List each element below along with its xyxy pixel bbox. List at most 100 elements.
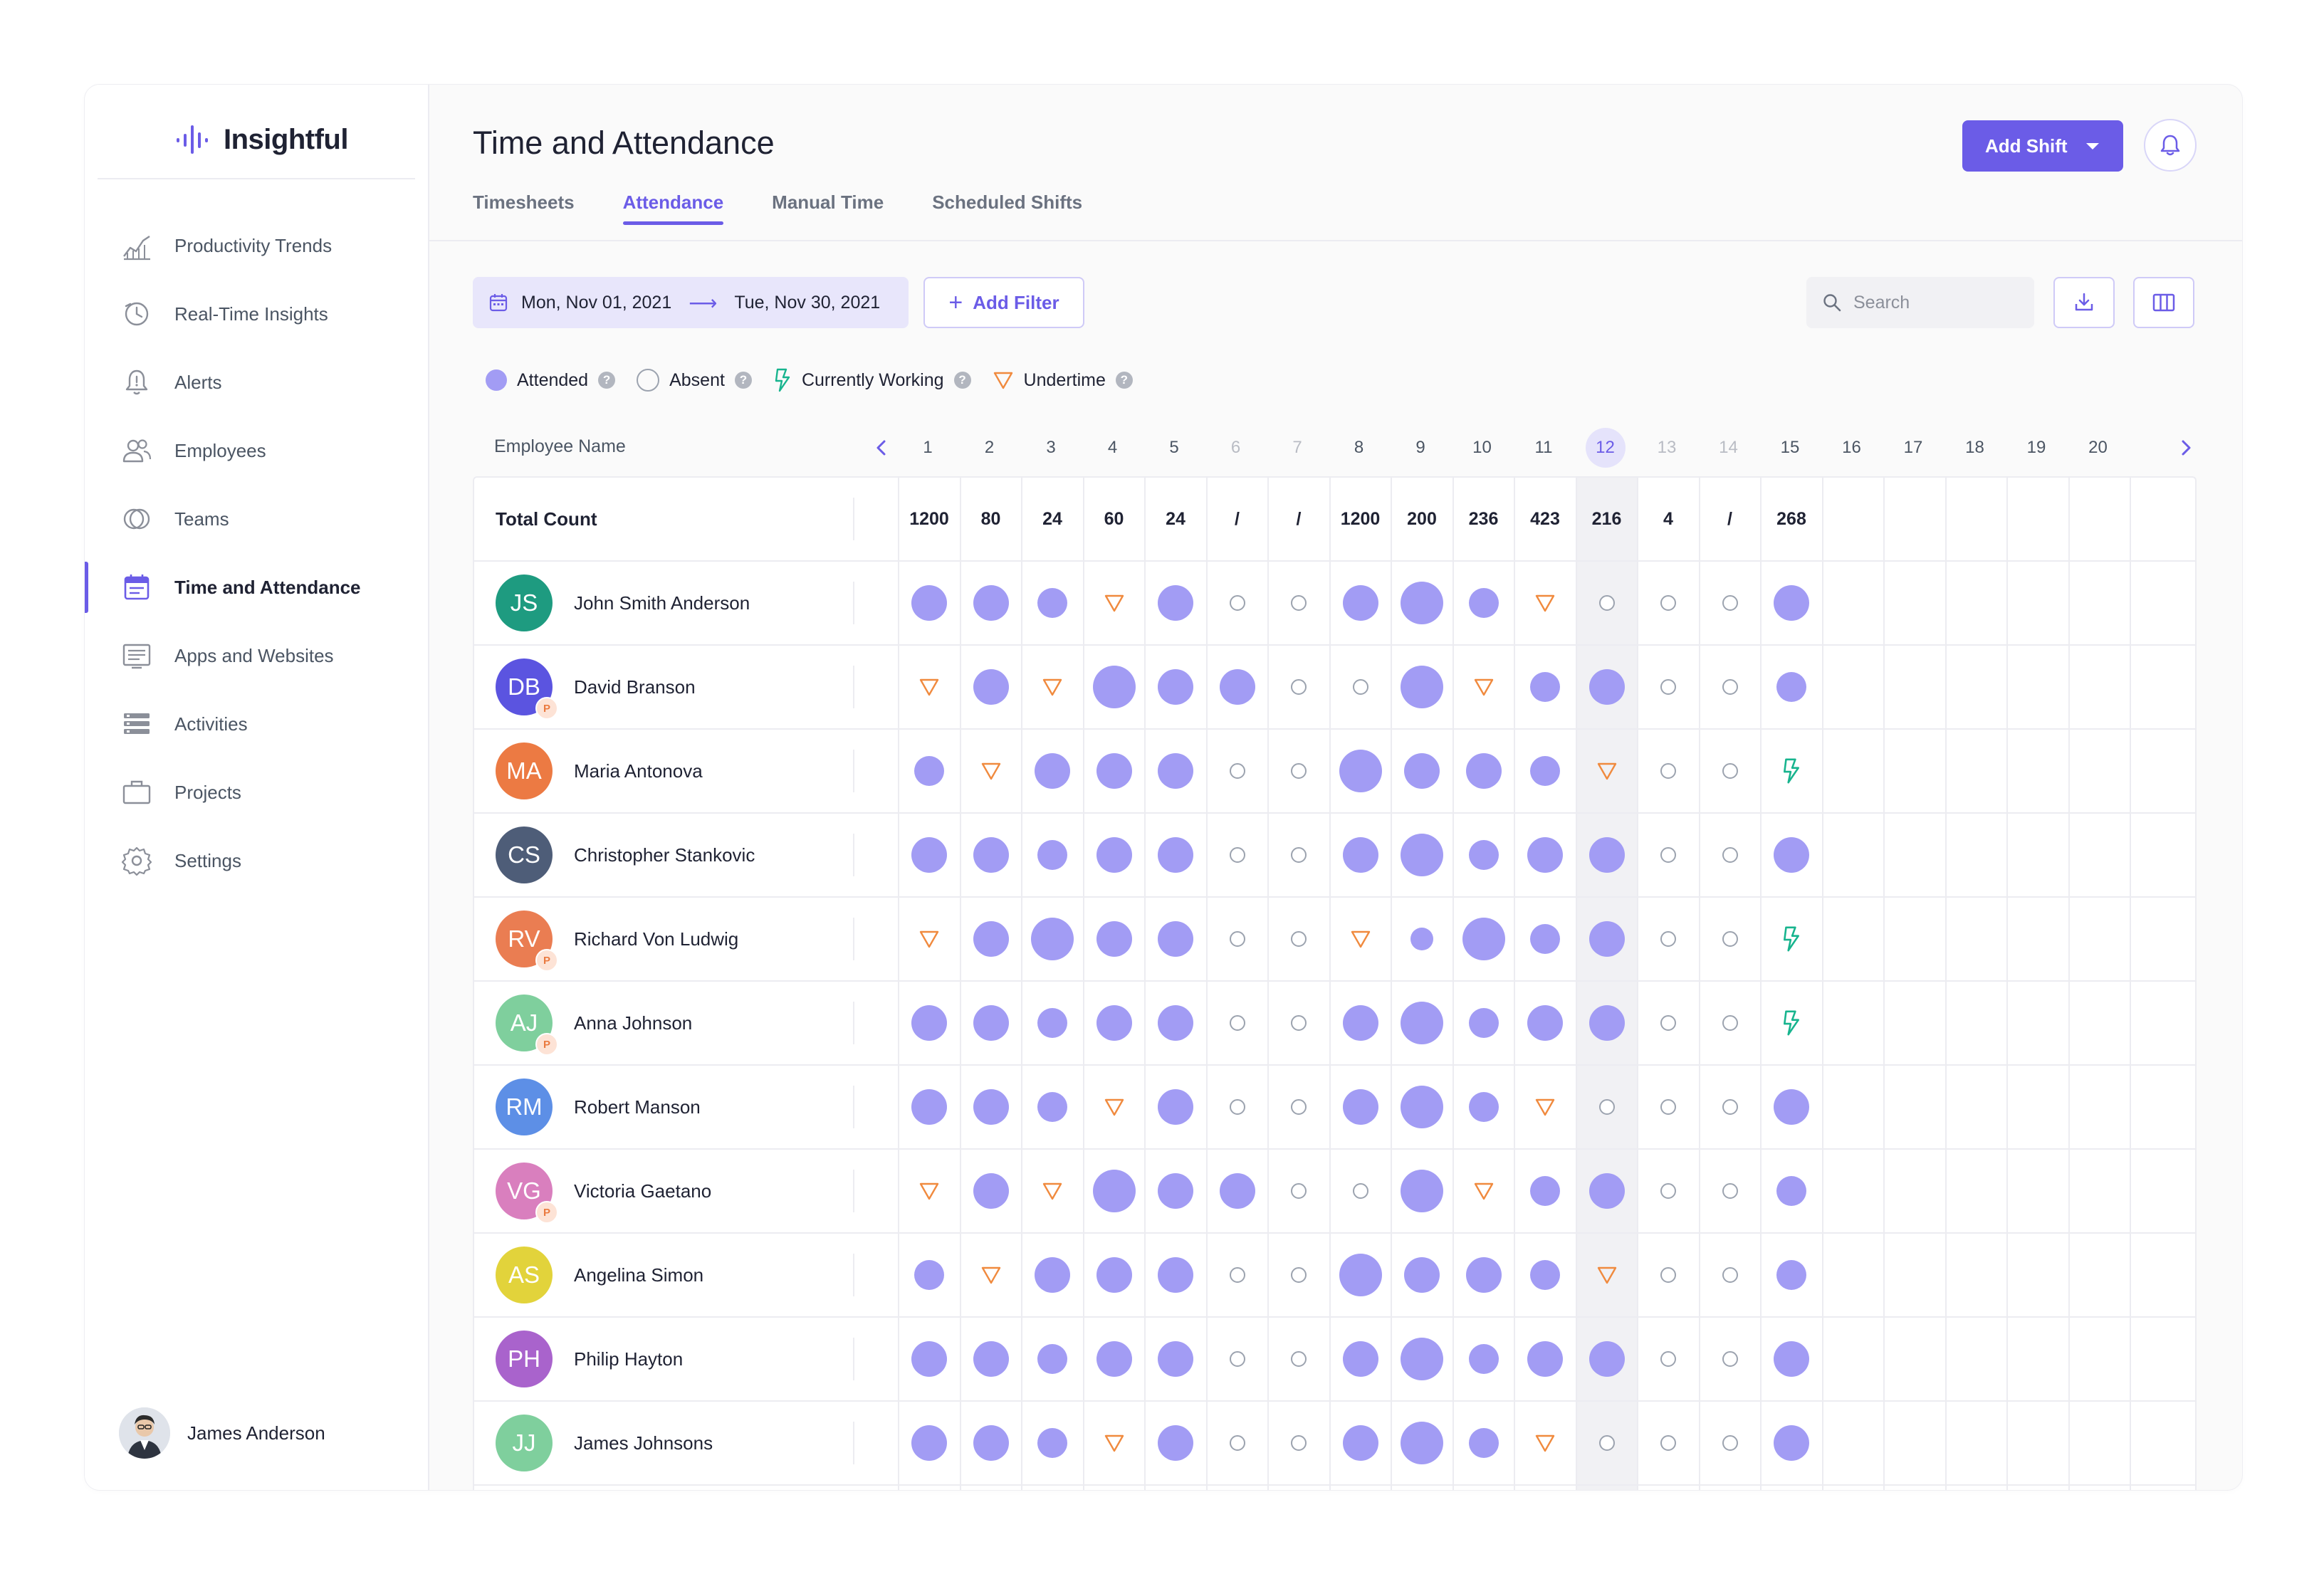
attendance-cell-attended[interactable] (1082, 730, 1146, 812)
attendance-cell-attended[interactable] (1143, 814, 1208, 896)
attendance-cell-attended[interactable] (897, 1402, 961, 1484)
attendance-cell-attended[interactable] (897, 1318, 961, 1400)
attendance-cell-attended[interactable] (1329, 1318, 1393, 1400)
prev-days-button[interactable] (867, 434, 896, 462)
logo[interactable]: Insightful (174, 115, 348, 164)
add-shift-button[interactable]: Add Shift (1962, 120, 2123, 172)
attendance-cell-attended[interactable] (1513, 982, 1577, 1064)
attendance-cell-attended[interactable] (1020, 1402, 1084, 1484)
tab-timesheets[interactable]: Timesheets (473, 191, 575, 213)
attendance-cell-attended[interactable] (1575, 898, 1639, 980)
attendance-cell-attended[interactable] (1020, 1066, 1084, 1148)
attendance-cell-attended[interactable] (1575, 1150, 1639, 1232)
attendance-cell-attended[interactable] (1452, 814, 1516, 896)
attendance-cell-attended[interactable] (1329, 730, 1393, 812)
attendance-cell-attended[interactable] (959, 814, 1023, 896)
attendance-cell-absent[interactable] (1205, 814, 1270, 896)
attendance-cell-absent[interactable] (1575, 1402, 1639, 1484)
sidebar-item-time-and-attendance[interactable]: Time and Attendance (85, 553, 428, 621)
attendance-cell-attended[interactable] (1020, 982, 1084, 1064)
attendance-cell-attended[interactable] (1143, 1402, 1208, 1484)
attendance-cell-attended[interactable] (897, 1234, 961, 1316)
attendance-cell-absent[interactable] (1636, 982, 1700, 1064)
attendance-cell-attended[interactable] (1513, 1318, 1577, 1400)
employee-name[interactable]: Christopher Stankovic (574, 844, 755, 866)
employee-name[interactable]: Victoria Gaetano (574, 1180, 712, 1202)
attendance-cell-undertime[interactable] (1513, 1066, 1577, 1148)
attendance-cell-attended[interactable] (959, 1150, 1023, 1232)
attendance-cell-absent[interactable] (1636, 646, 1700, 728)
notifications-button[interactable] (2144, 119, 2197, 172)
attendance-cell-absent[interactable] (1636, 1066, 1700, 1148)
attendance-cell-attended[interactable] (897, 730, 961, 812)
attendance-cell-attended[interactable] (1329, 1234, 1393, 1316)
employee-row[interactable]: AS Angelina Simon (474, 1234, 2195, 1318)
attendance-cell-attended[interactable] (1575, 1318, 1639, 1400)
attendance-cell-attended[interactable] (1452, 1066, 1516, 1148)
attendance-cell-attended[interactable] (1759, 1318, 1823, 1400)
attendance-cell-absent[interactable] (1205, 562, 1270, 644)
attendance-cell-undertime[interactable] (1082, 1066, 1146, 1148)
attendance-cell-absent[interactable] (1205, 1066, 1270, 1148)
attendance-cell-attended[interactable] (1513, 898, 1577, 980)
attendance-cell-attended[interactable] (959, 646, 1023, 728)
attendance-cell-attended[interactable] (1513, 730, 1577, 812)
tab-scheduled-shifts[interactable]: Scheduled Shifts (932, 191, 1083, 213)
attendance-cell-attended[interactable] (1329, 982, 1393, 1064)
attendance-cell-absent[interactable] (1698, 814, 1762, 896)
attendance-cell-absent[interactable] (1267, 1150, 1331, 1232)
attendance-cell-attended[interactable] (1082, 1234, 1146, 1316)
attendance-cell-attended[interactable] (1020, 814, 1084, 896)
attendance-cell-absent[interactable] (1267, 562, 1331, 644)
attendance-cell-attended[interactable] (1390, 1402, 1454, 1484)
attendance-cell-attended[interactable] (1452, 898, 1516, 980)
columns-button[interactable] (2133, 277, 2194, 328)
attendance-cell-attended[interactable] (1390, 562, 1454, 644)
sidebar-item-activities[interactable]: Activities (85, 690, 428, 758)
attendance-cell-attended[interactable] (1452, 1402, 1516, 1484)
attendance-cell-absent[interactable] (1267, 982, 1331, 1064)
attendance-cell-absent[interactable] (1267, 898, 1331, 980)
attendance-cell-attended[interactable] (1143, 982, 1208, 1064)
attendance-cell-absent[interactable] (1636, 730, 1700, 812)
attendance-cell-undertime[interactable] (1082, 562, 1146, 644)
sidebar-item-settings[interactable]: Settings (85, 827, 428, 895)
attendance-cell-absent[interactable] (1267, 730, 1331, 812)
attendance-cell-attended[interactable] (1329, 1402, 1393, 1484)
attendance-cell-absent[interactable] (1267, 1234, 1331, 1316)
attendance-cell-attended[interactable] (1452, 1318, 1516, 1400)
tab-attendance[interactable]: Attendance (622, 191, 723, 225)
attendance-cell-attended[interactable] (1143, 1234, 1208, 1316)
attendance-cell-absent[interactable] (1636, 1402, 1700, 1484)
attendance-cell-attended[interactable] (1390, 1066, 1454, 1148)
download-button[interactable] (2053, 277, 2115, 328)
employee-name[interactable]: David Branson (574, 676, 696, 698)
attendance-cell-attended[interactable] (1513, 1150, 1577, 1232)
attendance-cell-attended[interactable] (1390, 730, 1454, 812)
attendance-cell-undertime[interactable] (1513, 562, 1577, 644)
help-icon[interactable]: ? (953, 372, 971, 389)
attendance-cell-attended[interactable] (1390, 1150, 1454, 1232)
attendance-cell-absent[interactable] (1698, 1066, 1762, 1148)
attendance-cell-attended[interactable] (1082, 814, 1146, 896)
attendance-cell-attended[interactable] (1452, 562, 1516, 644)
attendance-cell-working[interactable] (1759, 898, 1823, 980)
attendance-cell-attended[interactable] (1082, 1318, 1146, 1400)
attendance-cell-attended[interactable] (1020, 730, 1084, 812)
attendance-cell-absent[interactable] (1205, 1234, 1270, 1316)
attendance-cell-absent[interactable] (1698, 730, 1762, 812)
attendance-cell-attended[interactable] (1205, 1150, 1270, 1232)
employee-name[interactable]: James Johnsons (574, 1432, 713, 1454)
employee-row[interactable]: RV P Richard Von Ludwig (474, 898, 2195, 982)
help-icon[interactable]: ? (1115, 372, 1133, 389)
user-profile[interactable]: James Anderson (119, 1407, 325, 1459)
sidebar-item-teams[interactable]: Teams (85, 485, 428, 553)
attendance-cell-attended[interactable] (1143, 898, 1208, 980)
attendance-cell-undertime[interactable] (1513, 1402, 1577, 1484)
sidebar-item-alerts[interactable]: Alerts (85, 348, 428, 416)
employee-row[interactable]: PH Philip Hayton (474, 1318, 2195, 1402)
attendance-cell-undertime[interactable] (897, 646, 961, 728)
employee-name[interactable]: Maria Antonova (574, 760, 703, 782)
attendance-cell-attended[interactable] (1390, 1234, 1454, 1316)
attendance-cell-absent[interactable] (1636, 1318, 1700, 1400)
